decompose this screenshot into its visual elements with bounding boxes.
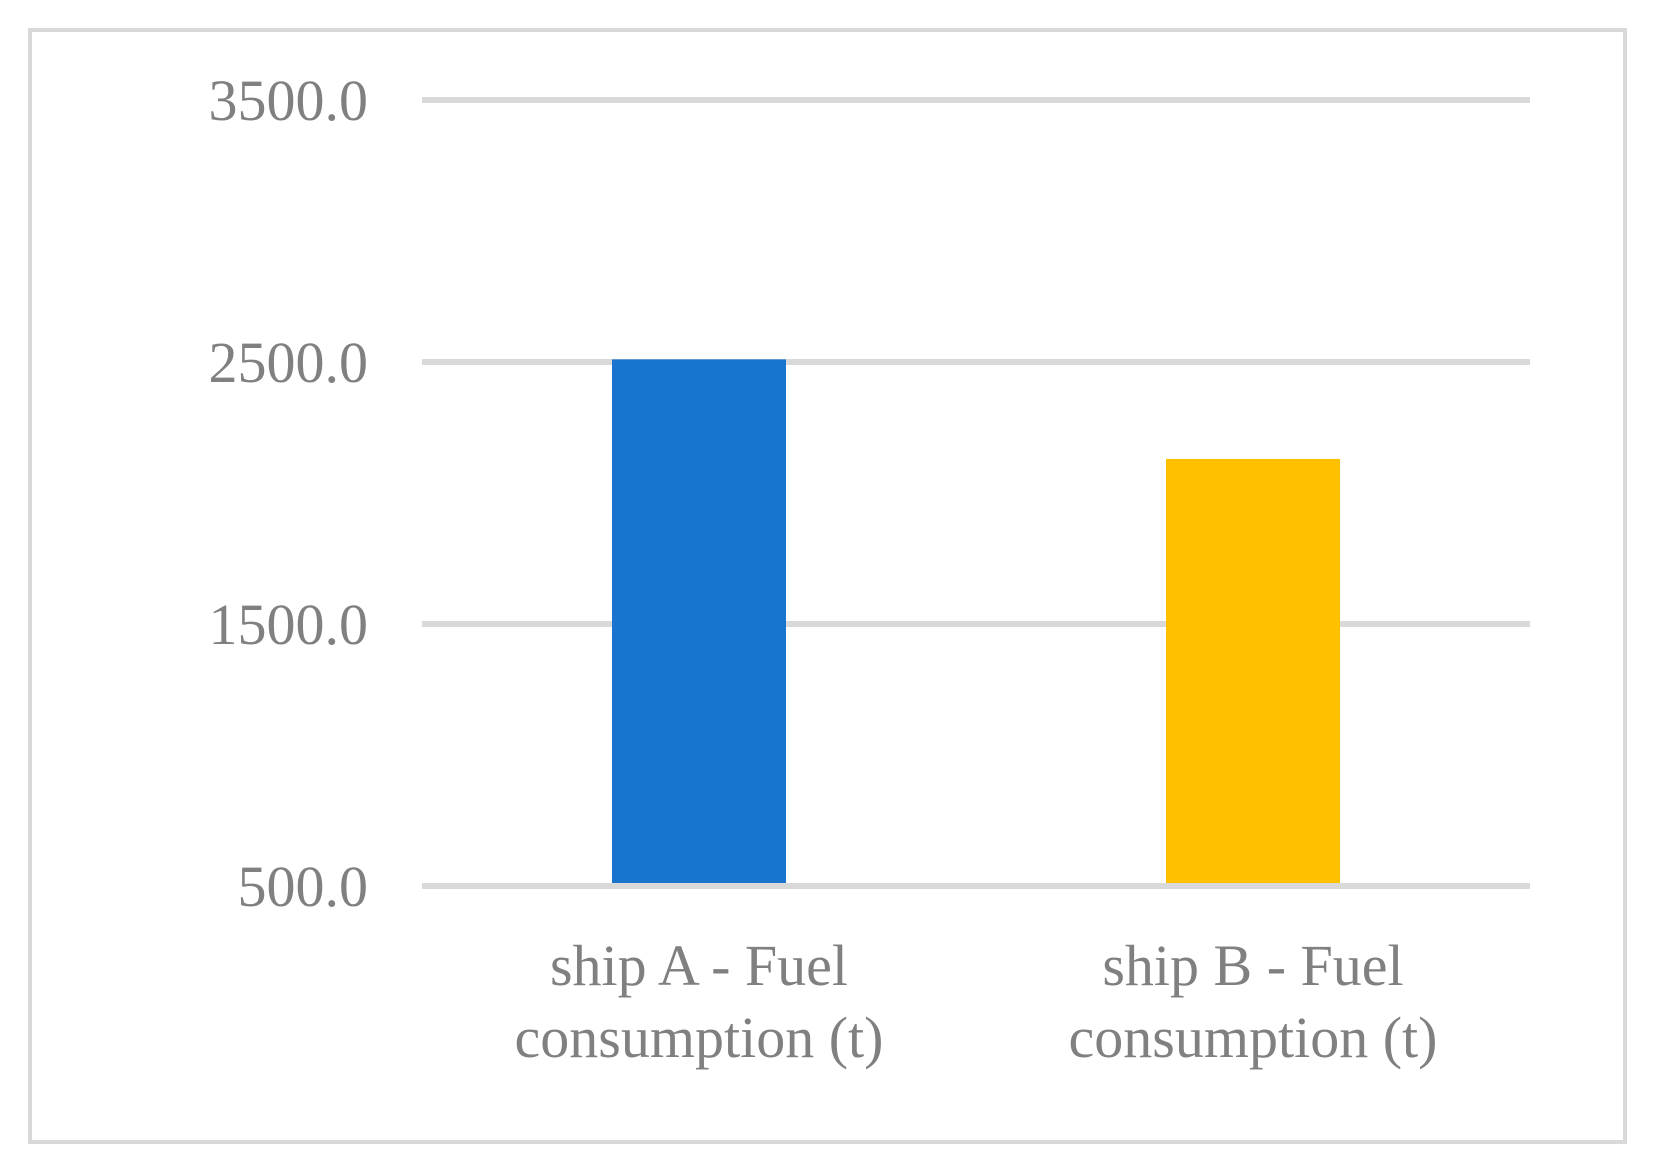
- y-tick-label: 2500.0: [209, 330, 369, 395]
- gridlines: [422, 97, 1530, 889]
- chart-frame: [28, 28, 1627, 1144]
- y-axis-tick-labels: 500.0 1500.0 2500.0 3500.0: [209, 68, 369, 919]
- y-tick-label: 1500.0: [209, 592, 369, 657]
- bar-ship-b: [1166, 458, 1340, 883]
- y-tick-label: 3500.0: [209, 68, 369, 133]
- bar-ship-a: [612, 359, 786, 883]
- x-category-label-line: consumption (t): [1069, 1005, 1438, 1070]
- y-tick-label: 500.0: [238, 854, 369, 919]
- x-category-label-line: ship A - Fuel: [550, 933, 848, 998]
- x-category-label-line: consumption (t): [515, 1005, 884, 1070]
- bars: [612, 359, 1340, 883]
- x-axis-category-labels: ship A - Fuel consumption (t) ship B - Fue…: [515, 933, 1438, 1070]
- x-category-label-line: ship B - Fuel: [1102, 933, 1403, 998]
